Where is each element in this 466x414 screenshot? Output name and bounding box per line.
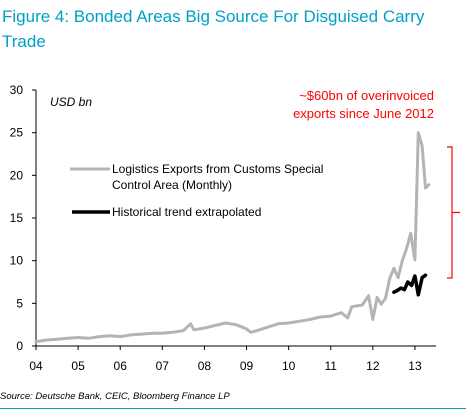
- x-tick-label: 09: [240, 359, 254, 373]
- chart-legend: Logistics Exports from Customs Special Co…: [70, 162, 323, 219]
- x-tick-label: 13: [408, 359, 422, 373]
- annotation-text: ~$60bn of overinvoiced: [299, 88, 434, 103]
- x-tick-label: 06: [114, 359, 128, 373]
- unit-label: USD bn: [50, 95, 92, 109]
- y-tick-label: 10: [10, 254, 24, 268]
- series-line-logistics-exports: [34, 131, 431, 344]
- y-tick-label: 30: [10, 83, 24, 97]
- x-tick-label: 12: [366, 359, 380, 373]
- annotation-bracket: [447, 146, 460, 279]
- bottom-rule: [0, 408, 466, 409]
- chart-series: [34, 131, 431, 344]
- source-note: Source: Deutsche Bank, CEIC, Bloomberg F…: [0, 391, 230, 402]
- x-tick-label: 05: [71, 359, 85, 373]
- legend-label-historical-trend: Historical trend extrapolated: [112, 205, 261, 219]
- y-tick-label: 15: [10, 211, 24, 225]
- x-tick-label: 04: [29, 359, 43, 373]
- y-tick-label: 0: [16, 339, 23, 353]
- x-tick-label: 11: [325, 359, 338, 373]
- y-tick-label: 5: [16, 296, 23, 310]
- x-tick-label: 10: [282, 359, 296, 373]
- legend-label-logistics-exports: Logistics Exports from Customs Special Co…: [112, 162, 323, 192]
- y-tick-label: 20: [10, 168, 24, 182]
- x-tick-label: 07: [156, 359, 170, 373]
- y-tick-label: 25: [10, 126, 24, 140]
- x-tick-label: 08: [198, 359, 212, 373]
- chart-annotation: ~$60bn of overinvoiced exports since June…: [293, 88, 460, 279]
- series-line-historical-trend: [392, 273, 428, 297]
- chart-title: Figure 4: Bonded Areas Big Source For Di…: [2, 7, 425, 51]
- annotation-text: exports since June 2012: [293, 106, 434, 121]
